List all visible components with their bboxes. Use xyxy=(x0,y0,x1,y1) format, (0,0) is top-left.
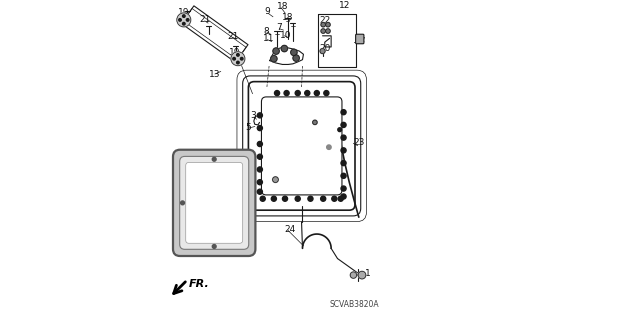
Text: 16: 16 xyxy=(266,171,277,180)
Text: 20: 20 xyxy=(319,44,330,53)
FancyBboxPatch shape xyxy=(186,162,243,243)
Circle shape xyxy=(338,128,342,132)
Circle shape xyxy=(341,186,346,191)
Circle shape xyxy=(182,22,185,25)
Circle shape xyxy=(271,196,276,201)
Circle shape xyxy=(182,15,185,17)
Circle shape xyxy=(326,145,331,149)
Circle shape xyxy=(257,113,262,118)
Circle shape xyxy=(257,180,262,185)
FancyBboxPatch shape xyxy=(173,150,255,256)
Circle shape xyxy=(320,48,325,54)
Circle shape xyxy=(275,91,280,96)
FancyBboxPatch shape xyxy=(262,97,342,195)
Circle shape xyxy=(321,22,325,27)
Text: 8: 8 xyxy=(264,26,269,35)
Text: FR.: FR. xyxy=(189,279,209,289)
Circle shape xyxy=(341,148,346,153)
Text: 24: 24 xyxy=(284,226,296,234)
Circle shape xyxy=(241,57,243,60)
Text: 14: 14 xyxy=(185,185,196,194)
Text: 5: 5 xyxy=(245,123,251,132)
Text: 19: 19 xyxy=(179,8,190,18)
Circle shape xyxy=(341,194,346,199)
Circle shape xyxy=(332,196,337,201)
Circle shape xyxy=(284,91,289,96)
Circle shape xyxy=(180,201,184,205)
Circle shape xyxy=(257,189,262,194)
Circle shape xyxy=(350,272,356,278)
Circle shape xyxy=(341,173,346,178)
Text: 7: 7 xyxy=(276,23,282,32)
Circle shape xyxy=(313,120,317,125)
Text: 13: 13 xyxy=(209,70,221,79)
Circle shape xyxy=(358,271,366,279)
Text: 17: 17 xyxy=(355,37,367,46)
Text: 19: 19 xyxy=(229,48,241,57)
Circle shape xyxy=(341,110,346,115)
Circle shape xyxy=(281,45,287,52)
Circle shape xyxy=(293,55,300,61)
Circle shape xyxy=(321,29,325,33)
Circle shape xyxy=(314,91,319,96)
Text: 11: 11 xyxy=(263,34,274,43)
Circle shape xyxy=(257,167,262,172)
Circle shape xyxy=(233,57,236,60)
Circle shape xyxy=(273,48,279,54)
Circle shape xyxy=(177,13,191,27)
Text: 4: 4 xyxy=(302,105,308,114)
FancyBboxPatch shape xyxy=(180,156,249,249)
Circle shape xyxy=(257,154,262,159)
Circle shape xyxy=(260,196,265,201)
Text: 1: 1 xyxy=(365,269,371,278)
Circle shape xyxy=(237,61,239,64)
Circle shape xyxy=(237,54,239,56)
Circle shape xyxy=(186,19,189,21)
Text: 2: 2 xyxy=(335,128,341,137)
Text: 22: 22 xyxy=(319,16,331,25)
Circle shape xyxy=(295,196,300,201)
Circle shape xyxy=(308,196,313,201)
Circle shape xyxy=(324,91,329,96)
Text: 10: 10 xyxy=(280,31,292,40)
Circle shape xyxy=(257,126,262,131)
Circle shape xyxy=(341,160,346,166)
Circle shape xyxy=(212,245,216,249)
Text: 2: 2 xyxy=(295,180,301,189)
Text: 18: 18 xyxy=(282,13,293,22)
Text: 15: 15 xyxy=(325,143,337,152)
Text: 9: 9 xyxy=(264,7,270,17)
Text: 18: 18 xyxy=(277,2,289,11)
Circle shape xyxy=(212,157,216,161)
Circle shape xyxy=(341,135,346,140)
Circle shape xyxy=(273,177,278,182)
Circle shape xyxy=(326,29,330,33)
Circle shape xyxy=(295,91,300,96)
Text: 6: 6 xyxy=(311,116,317,126)
Circle shape xyxy=(321,196,326,201)
Circle shape xyxy=(305,91,310,96)
FancyBboxPatch shape xyxy=(356,34,364,44)
Text: 3: 3 xyxy=(251,112,257,121)
Circle shape xyxy=(282,196,287,201)
Text: 21: 21 xyxy=(228,32,239,41)
Circle shape xyxy=(338,196,343,201)
Circle shape xyxy=(291,49,297,56)
Text: 3: 3 xyxy=(325,123,331,132)
Circle shape xyxy=(341,122,346,128)
Circle shape xyxy=(326,22,330,27)
Circle shape xyxy=(179,19,181,21)
Text: 21: 21 xyxy=(200,15,211,25)
Text: 23: 23 xyxy=(354,138,365,147)
Circle shape xyxy=(257,141,262,146)
Text: SCVAB3820A: SCVAB3820A xyxy=(330,300,379,309)
Circle shape xyxy=(231,52,245,66)
Text: 12: 12 xyxy=(339,1,350,10)
Circle shape xyxy=(271,56,277,62)
